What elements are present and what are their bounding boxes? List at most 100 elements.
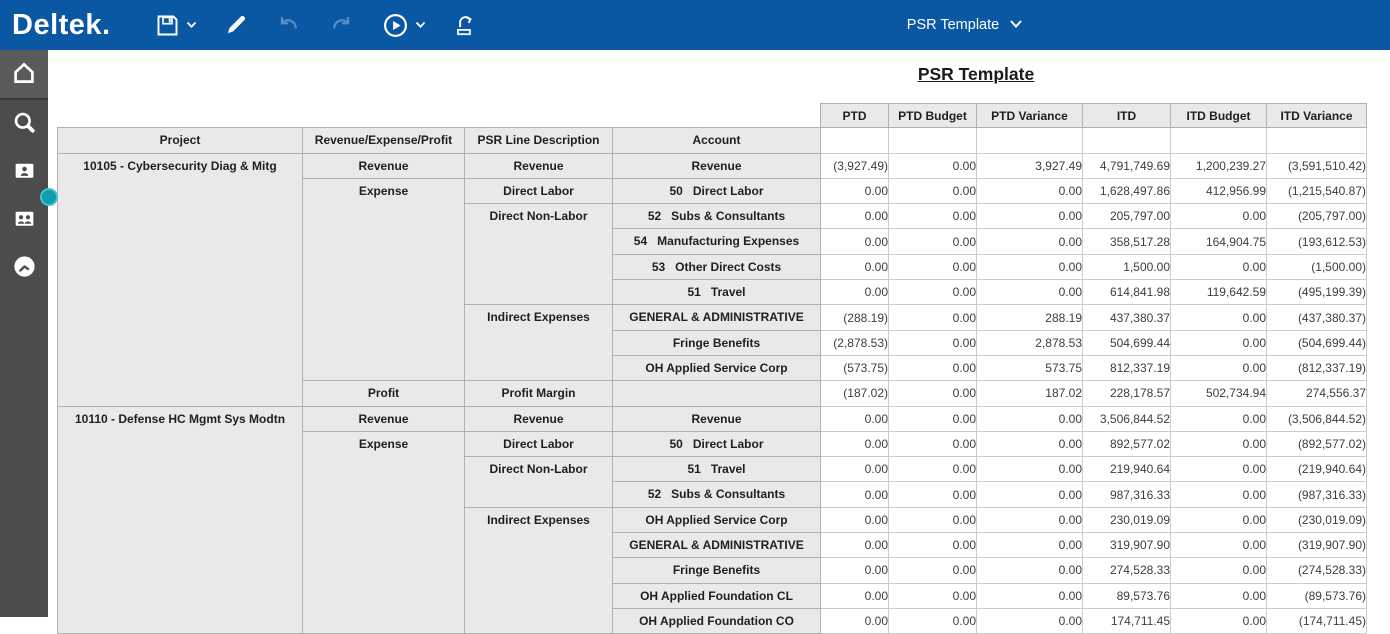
value-cell: (89,573.76): [1266, 582, 1367, 609]
account-cell: OH Applied Service Corp: [612, 506, 821, 534]
chevron-down-icon: [186, 21, 197, 29]
report-row: Direct Non-Labor 51 Travel 0.00 0.00 0.00 219…: [58, 456, 1367, 508]
value-cell: 0.00: [888, 582, 977, 609]
sidebar-item-timesheet[interactable]: [0, 244, 48, 292]
value-cell: 174,711.45: [1082, 607, 1171, 634]
value-cell: 0.00: [888, 557, 977, 584]
sidebar-item-employee[interactable]: [0, 148, 48, 196]
value-cell: 0.00: [820, 177, 889, 205]
account-cell: OH Applied Service Corp: [612, 354, 821, 382]
report-row: Expense Direct Labor 50 Direct Labor 0.00 0.…: [58, 430, 1367, 634]
value-cell: 0.00: [820, 253, 889, 281]
value-cell: 0.00: [888, 152, 977, 179]
category-cell: Profit: [302, 380, 465, 407]
column-header-ptd: PTD: [820, 102, 889, 129]
account-cell: 52 Subs & Consultants: [612, 203, 821, 230]
value-cell: 89,573.76: [1082, 582, 1171, 609]
value-cell: 892,577.02: [1082, 430, 1171, 458]
pencil-icon: [223, 12, 249, 38]
line-cell: Direct Labor: [464, 430, 613, 458]
column-header-psr-line: PSR Line Description: [464, 127, 613, 154]
value-cell: 1,200,239.27: [1170, 152, 1267, 179]
project-cell: 10110 - Defense HC Mgmt Sys Modtn: [57, 405, 303, 634]
sidebar-item-home[interactable]: [0, 50, 48, 100]
value-cell: (987,316.33): [1266, 481, 1367, 508]
report-title: PSR Template: [917, 64, 1035, 84]
value-cell: (3,927.49): [820, 152, 889, 179]
undo-button[interactable]: [275, 0, 302, 50]
column-header-account: Account: [612, 127, 821, 154]
template-selector[interactable]: PSR Template: [900, 0, 1040, 50]
empty-cell: [1082, 127, 1171, 154]
value-cell: 0.00: [888, 430, 977, 458]
drawer-expand-handle[interactable]: [40, 188, 58, 206]
value-cell: (495,199.39): [1266, 279, 1367, 306]
value-cell: 0.00: [820, 557, 889, 584]
report-row: OH Applied Foundation CL 0.00 0.00 0.00 89,5…: [58, 582, 1367, 609]
value-cell: 0.00: [1170, 582, 1267, 609]
value-cell: (205,797.00): [1266, 203, 1367, 230]
value-cell: (812,337.19): [1266, 354, 1367, 382]
value-cell: 0.00: [888, 456, 977, 483]
value-cell: 0.00: [976, 506, 1083, 534]
empty-cell: [1266, 127, 1367, 154]
value-cell: 0.00: [1170, 430, 1267, 458]
column-header-ptd-budget: PTD Budget: [888, 102, 977, 129]
save-button[interactable]: [154, 0, 197, 50]
value-cell: 0.00: [888, 532, 977, 559]
value-cell: 119,642.59: [1170, 279, 1267, 306]
value-cell: 0.00: [1170, 557, 1267, 584]
redo-button[interactable]: [328, 0, 355, 50]
column-header-category: Revenue/Expense/Profit: [302, 127, 465, 154]
value-cell: 0.00: [976, 203, 1083, 230]
edit-button[interactable]: [223, 0, 249, 50]
value-cell: 0.00: [820, 456, 889, 483]
value-cell: 187.02: [976, 380, 1083, 407]
account-cell: 51 Travel: [612, 279, 821, 306]
column-header-itd-budget: ITD Budget: [1170, 102, 1267, 129]
value-cell: (437,380.37): [1266, 304, 1367, 331]
value-cell: 0.00: [820, 481, 889, 508]
clock-icon: [11, 253, 38, 283]
account-cell: 50 Direct Labor: [612, 177, 821, 205]
sidebar-item-people[interactable]: [0, 196, 48, 244]
empty-cell: [888, 127, 977, 154]
value-cell: 0.00: [1170, 304, 1267, 331]
value-cell: (230,019.09): [1266, 506, 1367, 534]
value-cell: 0.00: [976, 607, 1083, 634]
value-cell: 3,927.49: [976, 152, 1083, 179]
report-row: OH Applied Foundation CO 0.00 0.00 0.00 174,…: [58, 607, 1367, 634]
export-button[interactable]: [452, 0, 478, 50]
value-cell: 0.00: [888, 380, 977, 407]
value-cell: 0.00: [1170, 506, 1267, 534]
value-cell: 0.00: [820, 607, 889, 634]
account-cell: Fringe Benefits: [612, 329, 821, 356]
category-cell: Expense: [302, 177, 465, 382]
value-cell: 987,316.33: [1082, 481, 1171, 508]
employee-folder-icon: [12, 158, 37, 186]
value-cell: 0.00: [1170, 532, 1267, 559]
value-cell: 0.00: [888, 607, 977, 634]
deltek-logo: Deltek.: [12, 9, 111, 41]
value-cell: 0.00: [820, 279, 889, 306]
value-cell: 319,907.90: [1082, 532, 1171, 559]
value-cell: 0.00: [976, 405, 1083, 432]
value-cell: 0.00: [888, 279, 977, 306]
report-row: Indirect Expenses OH Applied Service Corp…: [58, 506, 1367, 634]
value-cell: 0.00: [820, 532, 889, 559]
run-button[interactable]: [381, 0, 426, 50]
value-cell: 205,797.00: [1082, 203, 1171, 230]
value-cell: 2,878.53: [976, 329, 1083, 356]
value-cell: 0.00: [888, 253, 977, 281]
value-cell: 502,734.94: [1170, 380, 1267, 407]
value-cell: 228,178.57: [1082, 380, 1171, 407]
value-cell: (1,215,540.87): [1266, 177, 1367, 205]
value-cell: (193,612.53): [1266, 228, 1367, 255]
value-cell: 230,019.09: [1082, 506, 1171, 534]
column-header-itd: ITD: [1082, 102, 1171, 129]
line-cell: Revenue: [464, 405, 613, 432]
sidebar-item-search[interactable]: [0, 100, 48, 148]
people-folder-icon: [12, 206, 37, 234]
report-row: 52 Subs & Consultants 0.00 0.00 0.00 987,316…: [58, 481, 1367, 508]
sidebar: [0, 50, 48, 617]
